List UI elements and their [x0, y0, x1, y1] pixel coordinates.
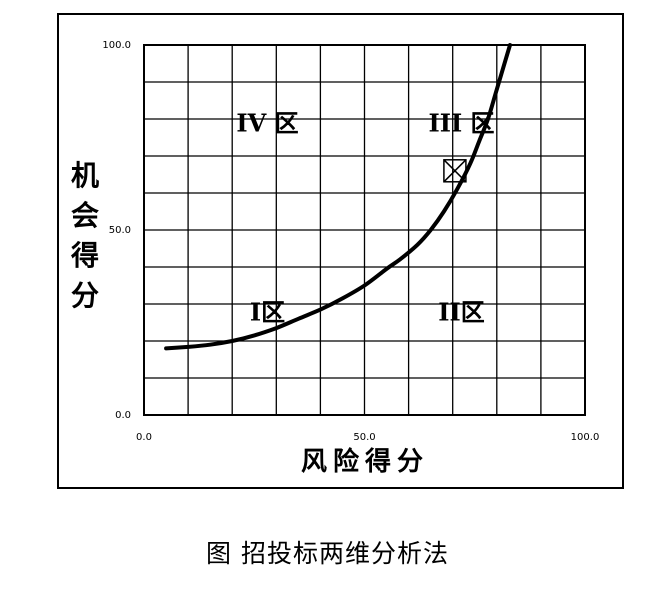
- y-axis-label-char: 会: [71, 199, 99, 232]
- grid: [144, 45, 585, 415]
- region-label: I区: [250, 297, 285, 326]
- y-axis-label-char: 分: [71, 279, 99, 312]
- y-tick-label: 50.0: [109, 225, 131, 236]
- region-labels: IV 区 III 区I区 II区: [236, 109, 494, 327]
- region-label: II区: [438, 297, 484, 326]
- region-label: IV 区: [236, 109, 298, 138]
- x-tick-label: 100.0: [571, 432, 600, 443]
- marker-cross: [443, 159, 467, 183]
- y-tick-label: 100.0: [102, 40, 131, 51]
- tick-labels: 0.0 50.0 100.0 0.0 50.0 100.0: [102, 40, 599, 443]
- y-axis-label-char: 机: [71, 159, 99, 192]
- x-axis-label: 风险得分: [301, 446, 429, 477]
- y-axis-label-char: 得: [70, 239, 99, 272]
- figure-caption: 图 招投标两维分析法: [206, 539, 449, 568]
- chart-frame: [57, 13, 624, 489]
- plot-area: [143, 44, 586, 416]
- x-tick-label: 50.0: [353, 432, 375, 443]
- series-line: [164, 43, 512, 351]
- y-tick-label: 0.0: [115, 410, 131, 421]
- x-tick-label: 0.0: [136, 432, 152, 443]
